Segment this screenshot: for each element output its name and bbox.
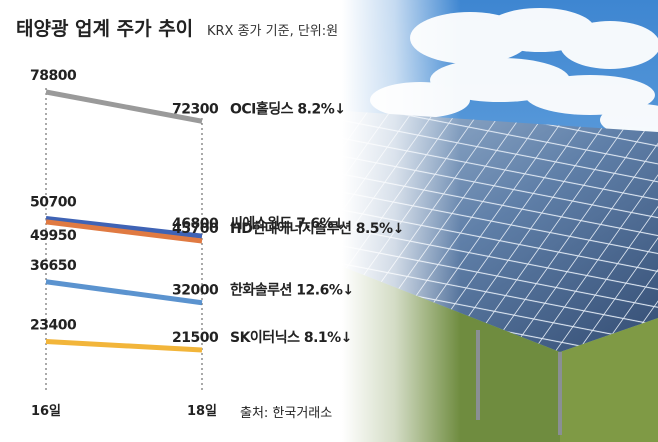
value-label-start: 36650 [30,258,77,274]
series-label: SK이터닉스 8.1%↓ [230,329,352,346]
value-label-start: 49950 [30,228,77,244]
series-label: 한화솔루션 12.6%↓ [230,282,354,299]
value-label-end: 46800 [172,216,219,232]
series-label: HD현대에너지솔루션 8.5%↓ [230,220,404,237]
series-line [45,219,203,244]
series-label: OCI홀딩스 8.2%↓ [230,100,345,117]
x-tick-label: 18일 [187,404,217,419]
value-label-end: 32000 [172,283,219,299]
series-line [45,89,203,124]
value-label-end: 72300 [172,101,219,117]
chart-title: 태양광 업계 주가 추이 [16,18,194,40]
value-label-start: 50700 [30,195,77,211]
chart-subtitle: KRX 종가 기준, 단위:원 [207,24,339,39]
value-label-start: 23400 [30,317,77,333]
series-line [45,338,203,353]
series-line [45,216,203,239]
x-tick-label: 16일 [31,404,61,419]
value-label-end: 45700 [172,221,219,237]
series-line [45,279,203,306]
source-note: 출처: 한국거래소 [240,406,333,421]
series-label: 씨에스윈드 7.6%↓ [230,216,344,232]
value-label-end: 21500 [172,330,219,346]
value-label-start: 78800 [30,68,77,84]
